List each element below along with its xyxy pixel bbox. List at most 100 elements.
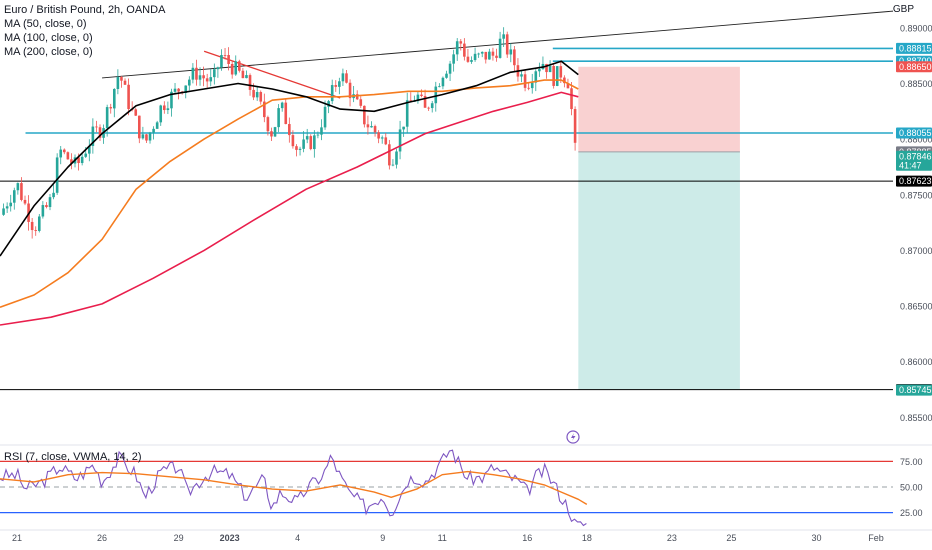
candle-body [359, 99, 363, 106]
candle-body [37, 216, 41, 231]
candle-body [238, 61, 241, 71]
candle-body [41, 205, 45, 217]
candle-body [338, 81, 341, 87]
candle-body [480, 51, 484, 54]
candle-body [88, 146, 91, 154]
candle-body [405, 100, 409, 127]
candle-body [545, 63, 548, 73]
candle-body [20, 183, 23, 200]
candle-body [280, 102, 284, 109]
candle-body [505, 34, 509, 55]
candle-body [195, 67, 198, 80]
candle-body [30, 221, 34, 231]
price-tick-label: 0.86000 [900, 357, 932, 367]
lightning-icon-bolt [571, 433, 576, 441]
candle-body [484, 51, 488, 60]
time-tick-label: 9 [380, 533, 385, 543]
candle-body [138, 115, 141, 139]
upper-trendline [102, 10, 894, 79]
price-tick-label: 0.89000 [900, 23, 932, 33]
candle-body [184, 85, 188, 93]
candle-body [148, 132, 152, 141]
candle-body [520, 74, 523, 77]
candle-body [216, 67, 220, 70]
candle-body [441, 77, 445, 87]
candle-body [205, 78, 209, 82]
candle-body [555, 66, 559, 86]
price-tick-label: 0.86500 [900, 302, 932, 312]
candle-body [320, 127, 323, 135]
price-tick-label: 0.88500 [900, 79, 932, 89]
candle-body [223, 55, 227, 56]
candle-body [548, 66, 552, 73]
price-label-bg [896, 42, 932, 54]
candle-body [498, 38, 502, 58]
candle-body [470, 60, 473, 62]
candle-body [9, 202, 13, 207]
candle-body [402, 126, 405, 130]
candle-body [259, 92, 263, 102]
time-tick-label: 21 [12, 533, 22, 543]
candle-body [2, 208, 5, 215]
candle-body [363, 105, 366, 125]
candle-body [62, 149, 66, 153]
price-label-5: 0.87846 [899, 151, 932, 161]
candle-body [380, 137, 384, 139]
price-tick-label: 0.85500 [900, 413, 932, 423]
rsi-tick-label: 25.00 [900, 508, 923, 518]
ma50-legend: MA (50, close, 0) [4, 18, 87, 30]
candle-body [48, 197, 52, 208]
candle-body [355, 94, 359, 100]
candle-body [45, 205, 48, 208]
candle-body [145, 134, 148, 141]
candle-body [116, 77, 120, 89]
candle-body [309, 136, 313, 150]
candle-body [509, 49, 513, 55]
candle-body [463, 43, 466, 57]
candle-body [423, 95, 427, 108]
candle-body [573, 109, 577, 143]
red-trendline [203, 50, 341, 99]
rsi-tick-label: 75.00 [900, 457, 923, 467]
candle-body [141, 134, 145, 139]
take-profit-zone [578, 151, 740, 390]
candle-body [170, 91, 173, 109]
price-label-bg [896, 61, 932, 73]
candle-body [70, 159, 73, 164]
candle-body [270, 131, 273, 137]
candle-body [563, 77, 566, 84]
candle-body [273, 127, 277, 137]
candle-body [348, 82, 352, 99]
candle-body [370, 126, 373, 128]
time-tick-label: Feb [868, 533, 884, 543]
time-tick-label: 2023 [220, 533, 240, 543]
price-label-bg [896, 127, 932, 139]
candle-body [188, 79, 191, 86]
candle-body [248, 75, 252, 90]
candle-body [384, 137, 388, 145]
candle-body [266, 117, 270, 132]
candle-body [34, 230, 38, 231]
candle-body [23, 199, 27, 204]
candle-body [213, 69, 216, 78]
price-tick-label: 0.88000 [900, 135, 932, 145]
candle-body [448, 63, 452, 74]
candle-body [55, 157, 59, 193]
candle-body [452, 54, 455, 64]
time-tick-label: 18 [582, 533, 592, 543]
countdown-label: 41:47 [899, 160, 922, 170]
candle-body [80, 156, 84, 164]
candle-body [570, 88, 573, 110]
lightning-icon [566, 430, 580, 444]
candle-body [502, 34, 505, 39]
candle-body [245, 75, 248, 79]
rsi-ma-line [0, 470, 588, 506]
price-label-bg [896, 384, 932, 396]
price-tick-label: 0.87500 [900, 190, 932, 200]
candle-body [495, 55, 498, 58]
candle-body [95, 126, 98, 128]
candle-body [409, 100, 413, 102]
price-label-1: 0.88700 [899, 56, 932, 66]
candle-body [527, 87, 530, 89]
